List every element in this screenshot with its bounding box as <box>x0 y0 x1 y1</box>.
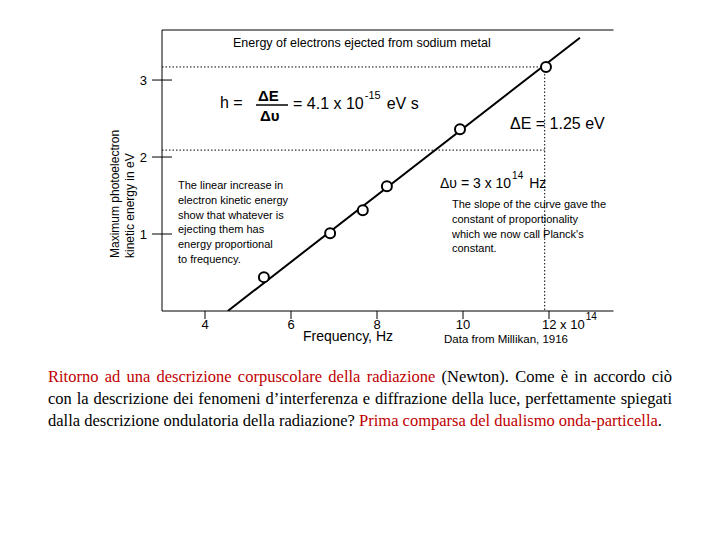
y-tick-label: 1 <box>140 227 147 242</box>
chart-title: Energy of electrons ejected from sodium … <box>233 36 491 50</box>
y-tick-label: 2 <box>140 150 147 165</box>
x-tick-label: 4 <box>201 317 208 332</box>
note-text: show that whatever is <box>178 209 284 221</box>
y-axis-label: Maximum photoelectron <box>108 130 122 258</box>
paragraph-part: . <box>658 411 662 430</box>
formula-exponent: -15 <box>365 89 381 101</box>
note-text: to frequency. <box>178 253 241 265</box>
chart: 4681012 x 1014123Energy of electrons eje… <box>0 0 720 360</box>
guide-line <box>162 66 545 67</box>
y-tick-label: 3 <box>140 73 147 88</box>
y-tick <box>152 157 172 158</box>
note-text: constant of proportionality <box>452 213 578 225</box>
frame-top <box>162 30 614 31</box>
delta-nu-exponent: 14 <box>512 170 524 181</box>
data-point <box>455 124 465 134</box>
x-tick-label: 10 <box>456 317 470 332</box>
note-text: ejecting them has <box>178 223 265 235</box>
source-note: Data from Millikan, 1916 <box>444 333 568 345</box>
y-axis-label: kinetic energy in eV <box>123 153 137 258</box>
fraction-bar <box>256 104 288 106</box>
x-tick-label: 12 x 10 <box>542 317 585 332</box>
formula-text: Δυ <box>260 107 280 124</box>
data-point <box>325 228 335 238</box>
data-point <box>541 62 551 72</box>
plot-marks <box>228 38 580 311</box>
paragraph-part: Ritorno ad una descrizione corpuscolare … <box>48 367 435 386</box>
x-axis-label: Frequency, Hz <box>303 328 393 344</box>
fit-line <box>228 38 580 311</box>
note-text: which we now call Planck's <box>451 228 584 240</box>
data-point <box>259 272 269 282</box>
paragraph: Ritorno ad una descrizione corpuscolare … <box>48 366 672 432</box>
formula-text: h = <box>220 94 243 111</box>
slide: 4681012 x 1014123Energy of electrons eje… <box>0 0 720 540</box>
note-text: The linear increase in <box>178 179 283 191</box>
formula-text: = 4.1 x 10 <box>293 95 364 112</box>
x-exponent: 14 <box>586 311 598 322</box>
y-tick <box>152 80 172 81</box>
guide-line <box>162 150 545 151</box>
y-axis <box>162 30 163 311</box>
y-tick <box>152 234 172 235</box>
note-text: energy proportional <box>178 238 273 250</box>
x-tick-label: 6 <box>287 317 294 332</box>
delta-e: ΔE = 1.25 eV <box>510 115 605 132</box>
data-point <box>382 181 392 191</box>
note-text: electron kinetic energy <box>178 194 289 206</box>
delta-nu: Δυ = 3 x 10 <box>440 175 511 191</box>
data-point <box>358 205 368 215</box>
note-text: The slope of the curve gave the <box>452 198 606 210</box>
delta-nu: Hz <box>529 175 546 191</box>
formula-text: ΔE <box>258 87 279 104</box>
paragraph-part: Prima comparsa del dualismo onda-partice… <box>359 411 658 430</box>
note-text: constant. <box>452 242 497 254</box>
formula-text: eV s <box>387 95 419 112</box>
